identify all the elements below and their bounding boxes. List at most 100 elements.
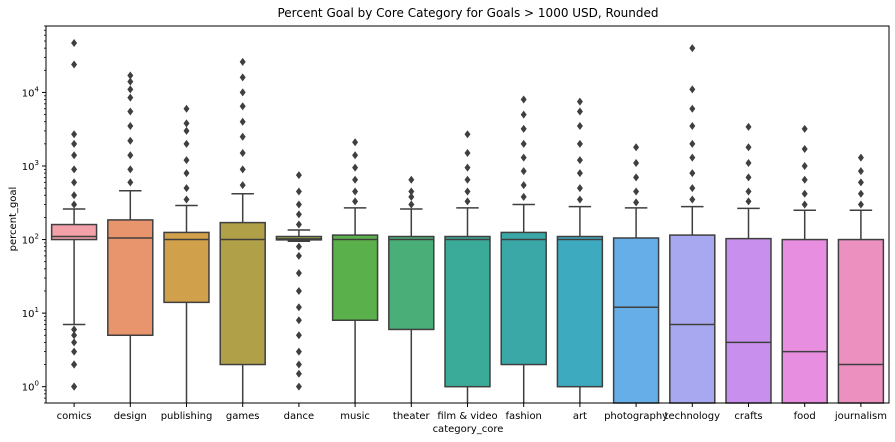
outlier-point: [464, 197, 471, 206]
box-technology: [669, 44, 716, 404]
y-tick-label: 101: [22, 306, 39, 320]
outlier-point: [520, 153, 527, 162]
box-iqr: [107, 219, 154, 337]
outlier-point: [127, 178, 134, 187]
outlier-point: [745, 143, 752, 152]
x-tick-label: theater: [393, 411, 431, 422]
outlier-point: [745, 122, 752, 131]
outlier-point: [464, 163, 471, 172]
outlier-point: [408, 175, 415, 184]
outlier-point: [71, 165, 78, 174]
outlier-point: [71, 347, 78, 356]
outlier-point: [239, 102, 246, 111]
box-art: [556, 97, 604, 403]
outlier-point: [464, 175, 471, 184]
y-tick-label: 102: [22, 233, 39, 247]
outlier-point: [295, 382, 302, 391]
box-film-video: [444, 130, 491, 403]
outlier-point: [352, 187, 359, 196]
outlier-point: [71, 360, 78, 369]
outlier-point: [801, 161, 808, 170]
outlier-point: [295, 369, 302, 378]
outlier-point: [239, 165, 246, 174]
outlier-point: [689, 85, 696, 94]
outlier-point: [576, 156, 583, 165]
outlier-point: [183, 139, 190, 148]
outlier-point: [520, 181, 527, 190]
box-publishing: [163, 104, 210, 403]
outlier-point: [520, 110, 527, 119]
outlier-point: [183, 104, 190, 113]
outlier-point: [745, 197, 752, 206]
x-tick-label: journalism: [834, 411, 887, 422]
outlier-point: [576, 121, 583, 130]
outlier-point: [295, 200, 302, 209]
y-tick-label: 104: [22, 85, 40, 99]
outlier-point: [352, 197, 359, 206]
outlier-point: [633, 158, 640, 167]
x-tick-label: fashion: [505, 411, 541, 422]
box-iqr: [388, 235, 435, 331]
outlier-point: [239, 57, 246, 66]
box-iqr: [725, 237, 772, 404]
outlier-point: [520, 139, 527, 148]
outlier-point: [689, 121, 696, 130]
outlier-point: [295, 316, 302, 325]
outlier-point: [801, 200, 808, 209]
outlier-point: [127, 165, 134, 174]
outlier-point: [239, 132, 246, 141]
box-theater: [388, 175, 435, 403]
box-comics: [50, 38, 98, 391]
outlier-point: [127, 121, 134, 130]
x-tick-label: comics: [57, 411, 92, 422]
outlier-point: [801, 124, 808, 133]
outlier-point: [71, 325, 78, 334]
outlier-point: [633, 143, 640, 152]
outlier-point: [689, 184, 696, 193]
outlier-point: [71, 331, 78, 340]
outlier-point: [633, 173, 640, 182]
y-tick-label: 103: [22, 159, 39, 173]
x-tick-label: food: [794, 411, 816, 422]
outlier-point: [576, 139, 583, 148]
outlier-point: [520, 192, 527, 201]
outlier-point: [689, 44, 696, 53]
outlier-point: [857, 167, 864, 176]
outlier-point: [71, 38, 78, 47]
box-iqr: [556, 235, 604, 388]
outlier-point: [183, 156, 190, 165]
outlier-point: [127, 107, 134, 116]
outlier-point: [71, 191, 78, 200]
box-games: [219, 57, 266, 403]
outlier-point: [857, 200, 864, 209]
outlier-point: [71, 338, 78, 347]
outlier-point: [71, 178, 78, 187]
outlier-point: [295, 242, 302, 251]
x-tick-label: publishing: [161, 411, 213, 422]
outlier-point: [689, 169, 696, 178]
outlier-point: [127, 136, 134, 145]
outlier-point: [464, 130, 471, 139]
outlier-point: [520, 95, 527, 104]
outlier-point: [183, 119, 190, 128]
box-fashion: [500, 95, 547, 403]
outlier-point: [801, 145, 808, 154]
outlier-point: [183, 169, 190, 178]
box-iqr: [50, 223, 98, 241]
box-iqr: [444, 235, 491, 388]
outlier-point: [408, 192, 415, 201]
outlier-point: [520, 167, 527, 176]
box-journalism: [837, 153, 885, 404]
x-tick-label: film & video: [437, 411, 497, 422]
outlier-point: [239, 181, 246, 190]
box-iqr: [612, 237, 660, 404]
outlier-point: [295, 347, 302, 356]
outlier-point: [745, 158, 752, 167]
outlier-point: [576, 195, 583, 204]
outlier-point: [576, 97, 583, 106]
outlier-point: [239, 117, 246, 126]
outlier-point: [71, 60, 78, 69]
x-tick-label: photography: [604, 411, 668, 422]
outlier-point: [576, 184, 583, 193]
